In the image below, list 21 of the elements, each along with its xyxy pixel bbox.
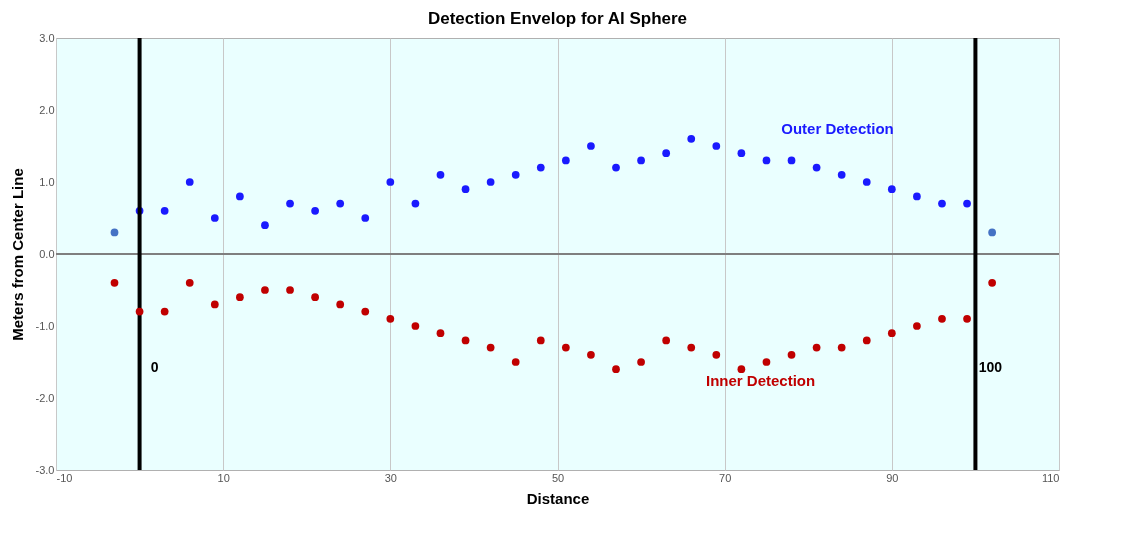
y-tick-label: -3.0	[35, 463, 55, 476]
series-label: Inner Detection	[706, 372, 816, 390]
chart-title: Detection Envelop for Al Sphere	[427, 9, 688, 28]
y-tick-label: 0.0	[39, 247, 55, 260]
x-axis-title: Distance	[526, 489, 590, 507]
x-tick-label: 10	[217, 471, 230, 484]
x-tick-label: 110	[1041, 471, 1060, 484]
y-tick-label: 3.0	[39, 31, 55, 44]
x-tick-label: -10	[56, 471, 73, 484]
series-label: Outer Detection	[781, 119, 894, 137]
x-tick-label: 90	[886, 471, 899, 484]
y-axis-title: Meters from Center Line	[8, 168, 26, 341]
x-tick-label: 30	[384, 471, 397, 484]
ref-line-label: 100	[978, 359, 1003, 375]
x-tick-label: 70	[719, 471, 732, 484]
x-tick-label: 50	[551, 471, 565, 484]
y-tick-label: 1.0	[39, 175, 55, 188]
ref-line-label: 0	[150, 359, 159, 375]
y-tick-label: -2.0	[35, 391, 55, 404]
y-tick-label: -1.0	[35, 319, 55, 332]
y-tick-label: 2.0	[39, 103, 55, 116]
